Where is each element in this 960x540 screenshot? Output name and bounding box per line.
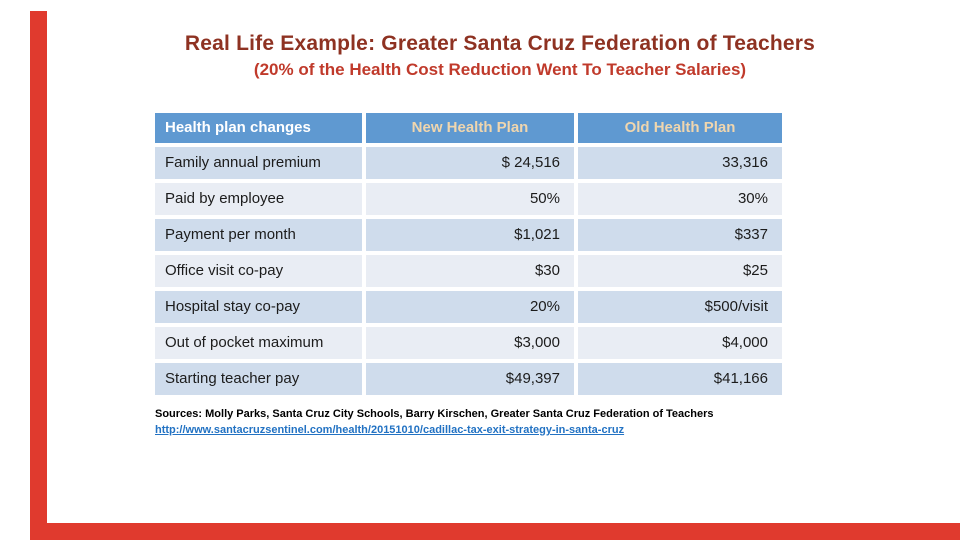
sources-text: Sources: Molly Parks, Santa Cruz City Sc… <box>155 408 714 420</box>
table-row: Hospital stay co-pay 20% $500/visit <box>155 291 782 323</box>
table-row: Family annual premium $ 24,516 33,316 <box>155 147 782 179</box>
row-label: Hospital stay co-pay <box>155 291 362 323</box>
row-label: Family annual premium <box>155 147 362 179</box>
table-row: Payment per month $1,021 $337 <box>155 219 782 251</box>
old-plan-value: 30% <box>578 183 782 215</box>
table-row: Out of pocket maximum $3,000 $4,000 <box>155 327 782 359</box>
old-plan-value: $25 <box>578 255 782 287</box>
new-plan-value: $ 24,516 <box>366 147 574 179</box>
table-row: Office visit co-pay $30 $25 <box>155 255 782 287</box>
row-label: Paid by employee <box>155 183 362 215</box>
bottom-accent-bar <box>30 523 960 540</box>
old-plan-value: $41,166 <box>578 363 782 395</box>
sources-block: Sources: Molly Parks, Santa Cruz City Sc… <box>155 406 815 438</box>
new-plan-value: $49,397 <box>366 363 574 395</box>
row-label: Office visit co-pay <box>155 255 362 287</box>
old-plan-value: $337 <box>578 219 782 251</box>
new-plan-value: $3,000 <box>366 327 574 359</box>
new-plan-value: $30 <box>366 255 574 287</box>
col-header-old-health-plan: Old Health Plan <box>578 113 782 143</box>
old-plan-value: $500/visit <box>578 291 782 323</box>
slide-subtitle: (20% of the Health Cost Reduction Went T… <box>253 60 747 79</box>
source-link[interactable]: http://www.santacruzsentinel.com/health/… <box>155 424 625 436</box>
row-label: Starting teacher pay <box>155 363 362 395</box>
health-plan-comparison-table: Health plan changes New Health Plan Old … <box>155 113 782 399</box>
new-plan-value: 20% <box>366 291 574 323</box>
new-plan-value: 50% <box>366 183 574 215</box>
col-header-health-plan-changes: Health plan changes <box>155 113 362 143</box>
col-header-new-health-plan: New Health Plan <box>366 113 574 143</box>
old-plan-value: $4,000 <box>578 327 782 359</box>
slide-title: Real Life Example: Greater Santa Cruz Fe… <box>184 32 816 55</box>
left-accent-bar <box>30 11 47 540</box>
row-label: Payment per month <box>155 219 362 251</box>
new-plan-value: $1,021 <box>366 219 574 251</box>
old-plan-value: 33,316 <box>578 147 782 179</box>
table-header-row: Health plan changes New Health Plan Old … <box>155 113 782 143</box>
table-row: Starting teacher pay $49,397 $41,166 <box>155 363 782 395</box>
row-label: Out of pocket maximum <box>155 327 362 359</box>
table-row: Paid by employee 50% 30% <box>155 183 782 215</box>
